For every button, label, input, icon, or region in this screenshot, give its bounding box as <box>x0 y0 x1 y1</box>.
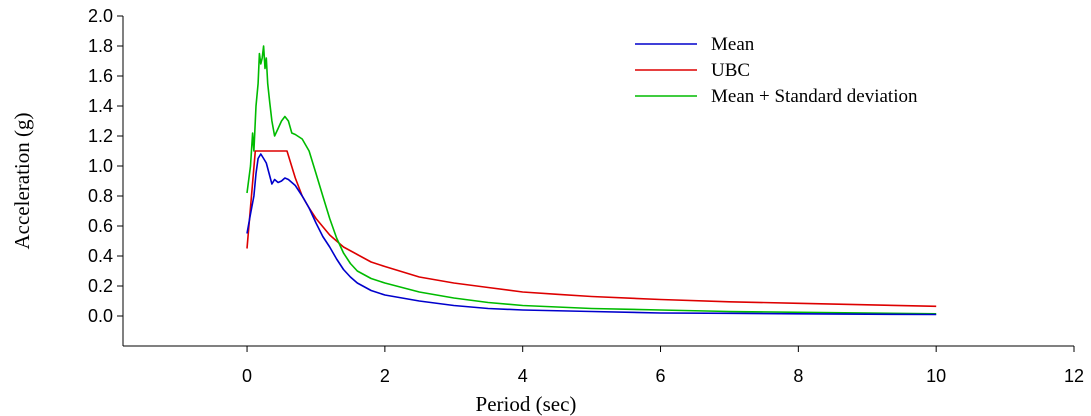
y-tick-label: 1.8 <box>88 36 113 56</box>
x-tick-label: 6 <box>656 366 666 386</box>
x-ticks: 0 2 4 6 8 10 12 <box>242 346 1084 386</box>
series-line-mean-standard-deviation <box>246 45 937 315</box>
y-tick-label: 0.4 <box>88 246 113 266</box>
series-line-mean <box>246 153 937 316</box>
legend-label-mean: Mean <box>711 34 755 55</box>
x-axis-title: Period (sec) <box>476 392 577 416</box>
x-tick-label: 0 <box>242 366 252 386</box>
y-tick-label: 0.0 <box>88 306 113 326</box>
y-tick-label: 1.4 <box>88 96 113 116</box>
plot-frame <box>122 16 1074 347</box>
y-tick-label: 0.2 <box>88 276 113 296</box>
series-group <box>246 45 937 316</box>
x-tick-label: 2 <box>380 366 390 386</box>
y-tick-label: 0.6 <box>88 216 113 236</box>
y-tick-label: 1.0 <box>88 156 113 176</box>
legend: Mean UBC Mean + Standard deviation <box>635 34 918 107</box>
series-line-ubc <box>246 150 937 308</box>
y-tick-label: 0.8 <box>88 186 113 206</box>
x-tick-label: 8 <box>793 366 803 386</box>
y-tick-label: 2.0 <box>88 6 113 26</box>
x-tick-label: 10 <box>926 366 946 386</box>
y-ticks: 0.0 0.2 0.4 0.6 0.8 1.0 1.2 1.4 1.6 1.8 2.0 <box>88 6 123 326</box>
y-tick-label: 1.2 <box>88 126 113 146</box>
y-tick-label: 1.6 <box>88 66 113 86</box>
x-tick-label: 4 <box>518 366 528 386</box>
y-axis-title: Acceleration (g) <box>10 112 34 249</box>
legend-label-ubc: UBC <box>711 60 750 81</box>
legend-label-mean-standard-deviation: Mean + Standard deviation <box>711 86 918 107</box>
x-tick-label: 12 <box>1064 366 1084 386</box>
